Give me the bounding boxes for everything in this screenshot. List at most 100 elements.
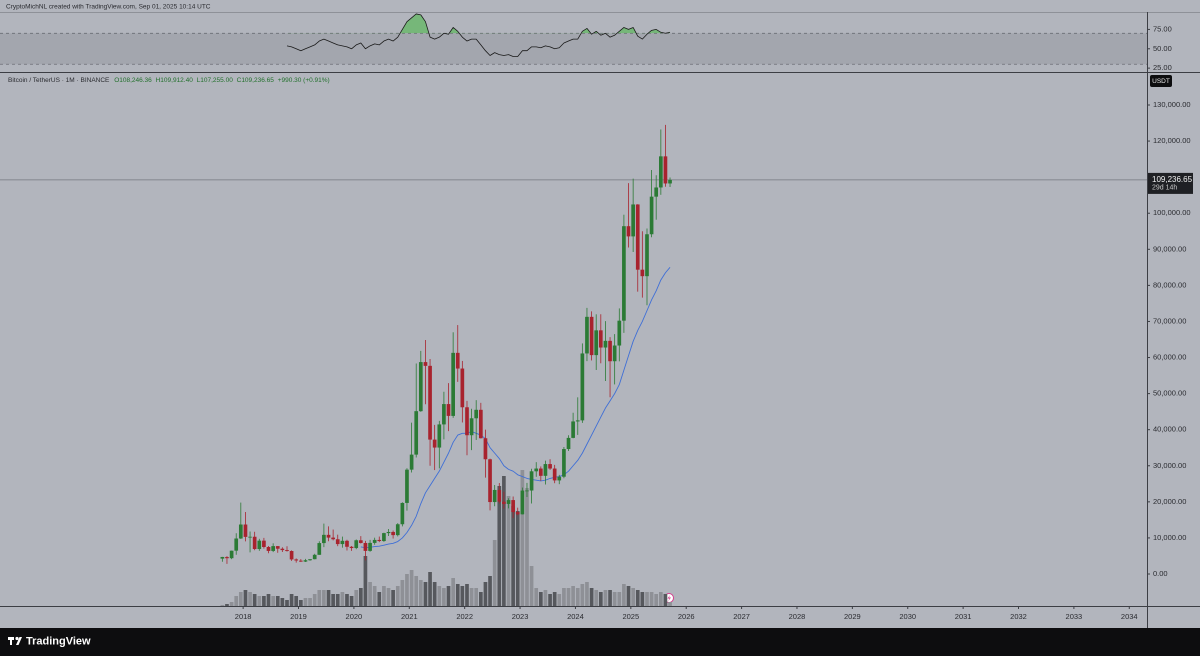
currency[interactable]: USDT [1152, 78, 1170, 85]
price-pane [0, 124, 1147, 606]
candle-body [626, 226, 631, 237]
rsi-line [286, 13, 671, 57]
candle-body [257, 540, 262, 550]
volume-bar [266, 594, 271, 606]
candle-body [562, 449, 566, 477]
x-tick-label: 2033 [1066, 612, 1083, 621]
candle-body [552, 468, 557, 481]
y-tick-label: 30,000.00 [1153, 461, 1186, 470]
volume-bar [400, 580, 405, 606]
attribution: CryptoMichNL created with TradingView.co… [6, 4, 211, 11]
volume-bar [280, 598, 285, 606]
candle-body [354, 540, 359, 549]
candle-body [525, 490, 529, 492]
candle-body [280, 548, 285, 551]
volume-bar [668, 602, 672, 606]
candle-body [308, 559, 312, 561]
candle-body [432, 439, 437, 448]
volume-bar [345, 594, 349, 606]
candle-body [506, 500, 511, 504]
volume-bar [312, 594, 317, 606]
x-tick-label: 2018 [235, 612, 252, 621]
volume-bar [497, 486, 502, 606]
candle-body [303, 560, 308, 562]
volume-bar [391, 590, 395, 606]
tradingview-logo [8, 636, 22, 645]
candle-body [649, 196, 654, 235]
candle-body [663, 156, 668, 184]
volume-bar [585, 582, 589, 606]
candle-body [469, 418, 474, 436]
y-tick-label: 0.00 [1153, 569, 1168, 578]
candle-body [543, 464, 548, 476]
volume-bar [349, 596, 354, 606]
last-price-label: 109,236.65 [1152, 175, 1193, 184]
volume-bar [603, 590, 608, 606]
x-tick-label: 2022 [456, 612, 473, 621]
volume-bar [474, 588, 479, 606]
rsi-band [0, 33, 1147, 65]
currency-badge[interactable] [1150, 75, 1172, 87]
candle-body [266, 546, 271, 551]
volume-bar [548, 594, 552, 606]
x-tick-label: 2031 [955, 612, 972, 621]
volume-bar [271, 596, 275, 606]
candle-body [220, 556, 225, 559]
volume-bar [566, 588, 571, 606]
y-tick-label: 60,000.00 [1153, 353, 1186, 362]
candle-body [594, 330, 599, 356]
volume-bar [303, 598, 308, 606]
volume-bar [538, 592, 543, 606]
high-value: H109,912.40 [156, 77, 194, 84]
candle-body [409, 454, 414, 470]
volume-bar [405, 574, 409, 606]
candle-body [234, 538, 239, 551]
volume-bar [534, 588, 539, 606]
volume-bar [252, 594, 257, 606]
candle-body [363, 542, 368, 551]
volume-bar [299, 600, 303, 606]
x-tick-label: 2032 [1010, 612, 1027, 621]
candle-body [571, 421, 575, 438]
x-tick-label: 2028 [789, 612, 806, 621]
candle-body [511, 500, 515, 513]
candle-body [585, 316, 589, 354]
volume-bar [238, 592, 243, 606]
volume-bar [377, 592, 382, 606]
candle-body [465, 407, 469, 436]
volume-bar [294, 596, 299, 606]
volume-bar [243, 590, 248, 606]
volume-bar [525, 488, 529, 606]
candle-body [515, 512, 520, 515]
volume-bar [502, 476, 506, 606]
candle-body [548, 464, 552, 469]
candle-body [299, 560, 303, 562]
moving-average-line [360, 267, 671, 549]
candle-body [243, 524, 248, 537]
volume-bar [386, 588, 391, 606]
volume-bar [506, 496, 511, 606]
candle-body [317, 543, 322, 555]
candle-body [229, 550, 234, 559]
chart-header: Bitcoin / TetherUS · 1M · BINANCE O108,2… [8, 77, 330, 84]
volume-bar [663, 594, 668, 606]
candle-body [580, 353, 585, 421]
candle-body [622, 226, 626, 321]
candle-body [428, 365, 432, 440]
y-tick-label: 130,000.00 [1153, 100, 1191, 109]
candle-body [262, 540, 266, 547]
volume-bar [515, 511, 520, 606]
volume-bar [335, 594, 340, 606]
candle-body [446, 404, 451, 416]
volume-bar [322, 590, 326, 606]
candle-body [575, 420, 580, 422]
candle-body [326, 534, 331, 538]
candle-body [238, 524, 243, 539]
x-tick-label: 2026 [678, 612, 695, 621]
volume-bar [562, 588, 566, 606]
candle-body [331, 537, 335, 540]
volume-bar [631, 588, 635, 606]
volume-bar [649, 592, 654, 606]
candle-body [382, 533, 386, 542]
volume-bar [529, 566, 534, 606]
